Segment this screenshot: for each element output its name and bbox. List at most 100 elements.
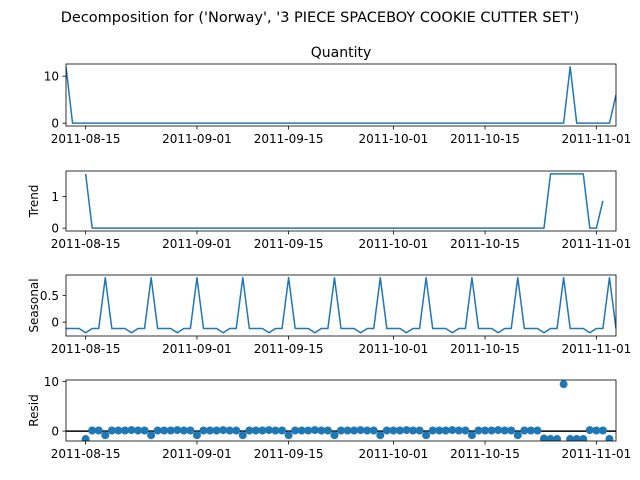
x-tick-label: 2011-09-01 xyxy=(162,237,232,251)
resid-point xyxy=(454,426,463,435)
x-tick-label: 2011-10-15 xyxy=(450,132,520,146)
resid-point xyxy=(245,426,254,435)
resid-point xyxy=(186,426,195,435)
x-tick-label: 2011-10-01 xyxy=(359,237,429,251)
y-tick-label: 0 xyxy=(51,316,59,330)
resid-point xyxy=(395,426,404,435)
axes-frame xyxy=(65,274,617,337)
x-tick-label: 2011-09-15 xyxy=(254,447,324,461)
x-tick-label: 2011-11-01 xyxy=(561,237,631,251)
resid-point xyxy=(225,426,234,435)
y-tick-label: 0.5 xyxy=(40,289,59,303)
series-group xyxy=(84,173,604,229)
resid-point xyxy=(369,426,378,435)
resid-point xyxy=(585,426,594,435)
resid-point xyxy=(88,426,97,435)
resid-point xyxy=(500,426,509,435)
resid-point xyxy=(278,426,287,435)
panel-0: Quantity 0 10 2011-08-15 2011-09-01 2011-09-1… xyxy=(44,45,632,146)
series-line xyxy=(66,66,616,124)
x-tick-label: 2011-10-01 xyxy=(359,132,429,146)
panel-title: Quantity xyxy=(311,45,372,61)
resid-point xyxy=(114,426,123,435)
resid-point xyxy=(160,426,169,435)
resid-point xyxy=(520,426,529,435)
resid-point xyxy=(297,426,306,435)
resid-point xyxy=(409,426,418,435)
resid-point xyxy=(343,426,352,435)
figure-suptitle: Decomposition for ('Norway', '3 PIECE SP… xyxy=(61,10,580,26)
resid-point xyxy=(559,380,568,389)
resid-point xyxy=(147,431,156,440)
axes-frame xyxy=(65,170,617,232)
axes-frame xyxy=(65,63,617,127)
resid-point xyxy=(356,426,365,435)
x-tick-label: 2011-10-01 xyxy=(359,342,429,356)
resid-point xyxy=(402,426,411,435)
resid-point xyxy=(284,431,293,440)
resid-point xyxy=(264,426,273,435)
resid-point xyxy=(526,426,535,435)
resid-point xyxy=(461,426,470,435)
resid-point xyxy=(94,426,103,435)
series-group xyxy=(66,66,616,124)
resid-point xyxy=(592,426,601,435)
resid-point xyxy=(539,434,548,441)
resid-point xyxy=(232,426,241,435)
resid-point xyxy=(389,426,398,435)
resid-point xyxy=(199,426,208,435)
x-tick-label: 2011-09-15 xyxy=(254,342,324,356)
resid-point xyxy=(81,435,90,441)
x-tick-label: 2011-11-01 xyxy=(561,447,631,461)
resid-point xyxy=(467,431,476,440)
y-axis-label: Resid xyxy=(27,394,41,426)
x-tick-label: 2011-08-15 xyxy=(51,342,121,356)
resid-point xyxy=(206,426,215,435)
y-tick-label: 0 xyxy=(51,425,59,439)
resid-point xyxy=(376,431,385,440)
resid-point xyxy=(553,435,562,441)
resid-point xyxy=(474,426,483,435)
resid-point xyxy=(566,435,575,441)
resid-point xyxy=(173,426,182,435)
x-tick-label: 2011-09-01 xyxy=(162,132,232,146)
resid-point xyxy=(441,426,450,435)
resid-point xyxy=(363,426,372,435)
resid-point xyxy=(435,426,444,435)
resid-point xyxy=(291,426,300,435)
x-tick-label: 2011-10-15 xyxy=(450,342,520,356)
resid-point xyxy=(219,426,228,435)
resid-point xyxy=(546,435,555,441)
resid-point xyxy=(382,426,391,435)
resid-point xyxy=(317,426,326,435)
resid-point xyxy=(323,426,332,435)
x-tick-label: 2011-10-01 xyxy=(359,447,429,461)
resid-point xyxy=(415,426,424,435)
resid-point xyxy=(337,426,345,435)
resid-point xyxy=(605,435,614,441)
resid-point xyxy=(120,426,129,435)
x-tick-label: 2011-10-15 xyxy=(450,237,520,251)
y-tick-label: 0 xyxy=(51,222,59,236)
resid-point xyxy=(572,435,581,441)
resid-point xyxy=(533,426,542,435)
resid-point xyxy=(127,426,136,435)
resid-point xyxy=(428,426,437,435)
series-group xyxy=(66,380,616,441)
x-tick-label: 2011-08-15 xyxy=(51,447,121,461)
resid-point xyxy=(212,426,221,435)
series-line xyxy=(84,173,604,229)
resid-point xyxy=(579,435,588,441)
panel-1: Trend 0 1 2011-08-15 2011-09-01 2011-09-15 201… xyxy=(27,170,631,251)
resid-point xyxy=(330,431,339,440)
x-tick-label: 2011-08-15 xyxy=(51,237,121,251)
resid-point xyxy=(598,426,607,435)
resid-point xyxy=(153,426,162,435)
resid-point xyxy=(310,426,319,435)
x-tick-label: 2011-09-15 xyxy=(254,132,324,146)
resid-point xyxy=(238,431,247,440)
resid-point xyxy=(422,431,431,440)
resid-point xyxy=(513,431,522,440)
